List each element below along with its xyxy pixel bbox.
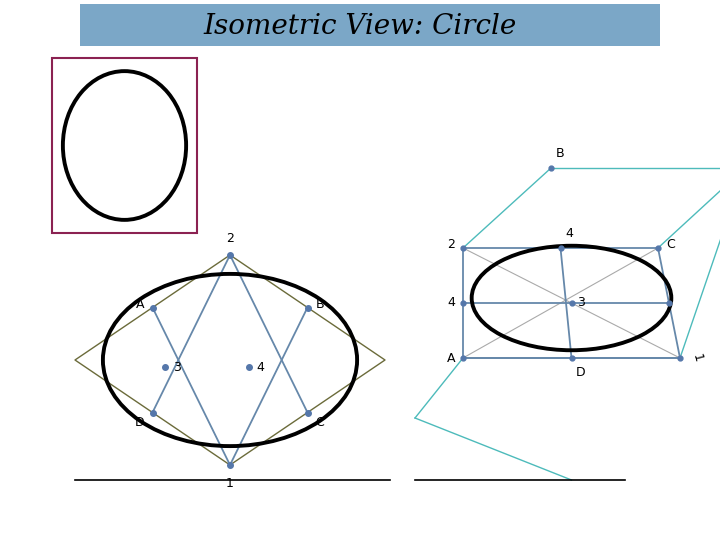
- Text: A: A: [136, 298, 145, 311]
- Text: D: D: [135, 415, 145, 429]
- Text: 4: 4: [447, 296, 455, 309]
- Text: 2: 2: [226, 232, 234, 245]
- Text: 1: 1: [690, 353, 705, 363]
- Bar: [80, 4, 660, 46]
- Text: D: D: [575, 366, 585, 379]
- Text: C: C: [666, 239, 675, 252]
- Text: 4: 4: [565, 227, 573, 240]
- Text: 3: 3: [173, 361, 181, 374]
- Text: 1: 1: [226, 477, 234, 490]
- Text: 2: 2: [447, 239, 455, 252]
- Text: 4: 4: [256, 361, 264, 374]
- Text: Isometric View: Circle: Isometric View: Circle: [203, 12, 517, 39]
- Text: 3: 3: [577, 296, 585, 309]
- Text: A: A: [446, 352, 455, 365]
- Text: C: C: [315, 415, 324, 429]
- Bar: [52, 58, 197, 233]
- Text: B: B: [556, 147, 564, 160]
- Text: B: B: [315, 298, 324, 311]
